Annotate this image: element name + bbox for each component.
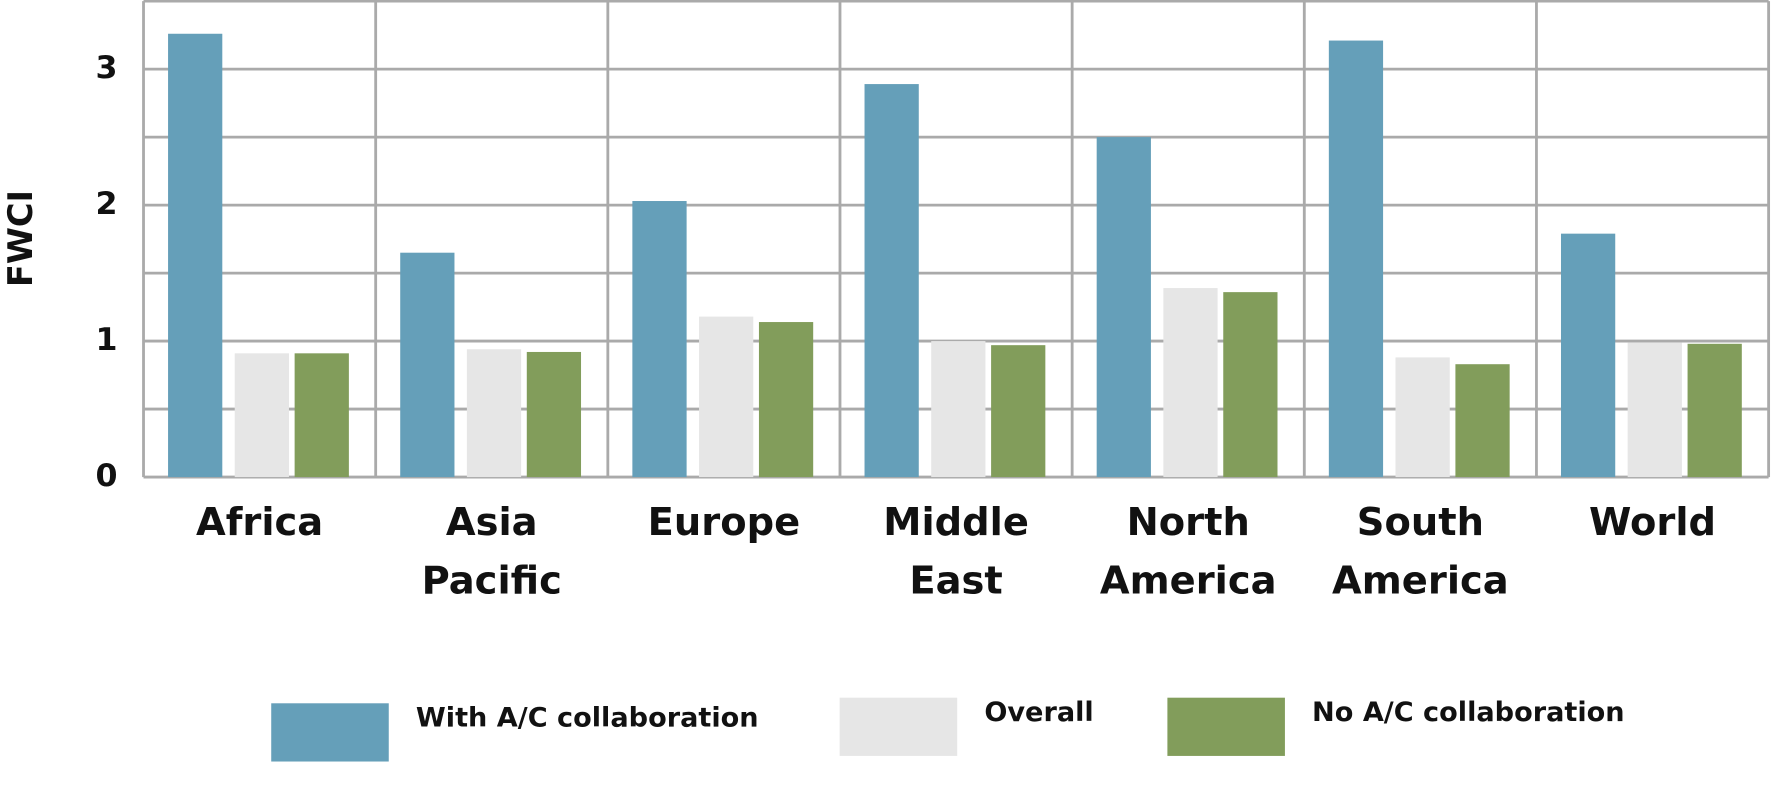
bar: [758, 322, 814, 478]
bar: [294, 353, 349, 478]
y-tick-label: 2: [96, 186, 118, 222]
bar: [168, 33, 223, 478]
bar: [1687, 343, 1742, 478]
bar: [931, 341, 986, 478]
bar: [400, 252, 455, 478]
bar: [699, 316, 754, 478]
legend-label: Overall: [984, 697, 1093, 728]
x-tick-label: World: [1589, 500, 1716, 545]
bar: [991, 345, 1046, 478]
bar: [1455, 364, 1510, 478]
y-tick-label: 1: [96, 322, 118, 358]
x-tick-label: Europe: [648, 500, 801, 545]
bar: [1223, 292, 1278, 478]
legend-label: No A/C collaboration: [1312, 697, 1625, 728]
bar: [1096, 137, 1151, 478]
bar: [1395, 357, 1450, 478]
bar: [864, 84, 919, 478]
x-tick-label: Asia Pacific: [422, 500, 562, 603]
bar: [234, 353, 289, 478]
legend-swatch: [839, 697, 958, 756]
x-tick-label: Africa: [196, 500, 323, 545]
x-tick-label: South America: [1332, 500, 1509, 603]
bar: [1627, 342, 1682, 478]
bar: [632, 201, 687, 478]
x-tick-label: North America: [1100, 500, 1277, 603]
y-tick-label: 3: [96, 50, 118, 86]
bar: [1560, 233, 1616, 478]
legend-swatch: [271, 703, 389, 762]
bar: [466, 349, 522, 478]
y-tick-label: 0: [96, 458, 118, 494]
x-tick-label: Middle East: [883, 500, 1029, 603]
bar: [526, 351, 582, 478]
y-axis-label: FWCI: [1, 190, 40, 287]
bar: [1163, 288, 1218, 478]
legend-label: With A/C collaboration: [416, 703, 759, 734]
bar: [1328, 40, 1384, 478]
legend-swatch: [1167, 697, 1285, 756]
